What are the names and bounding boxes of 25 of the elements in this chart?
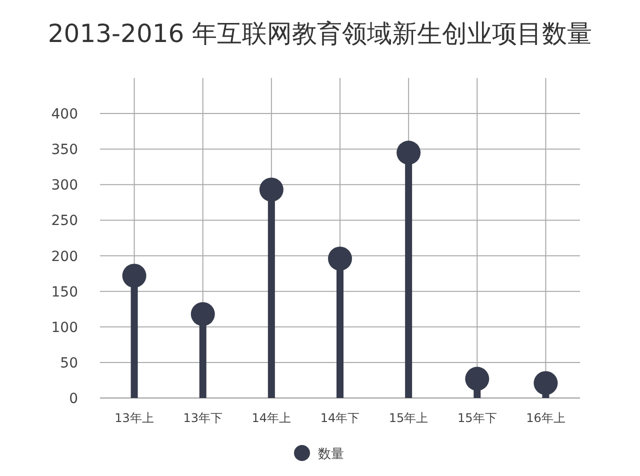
- x-tick-label: 13年上: [114, 411, 154, 425]
- chart-title: 2013-2016 年互联网教育领域新生创业项目数量: [48, 19, 592, 48]
- point: [396, 140, 421, 165]
- point: [122, 264, 146, 288]
- x-tick-label: 15年下: [458, 411, 497, 425]
- x-tick-label: 14年上: [252, 411, 292, 425]
- y-tick-label: 350: [51, 142, 78, 158]
- point: [534, 371, 558, 396]
- x-tick-label: 14年下: [320, 411, 360, 425]
- y-tick-label: 400: [51, 106, 78, 123]
- point: [259, 178, 284, 202]
- point: [328, 246, 352, 271]
- y-tick-label: 0: [69, 391, 78, 407]
- x-tick-label: 15年上: [388, 411, 428, 425]
- y-tick-label: 300: [51, 178, 78, 194]
- x-tick-label: 13年下: [183, 411, 222, 425]
- point: [190, 302, 215, 326]
- point: [465, 366, 490, 391]
- x-tick-label: 16年上: [526, 411, 566, 425]
- y-tick-label: 50: [60, 355, 78, 372]
- y-tick-label: 200: [51, 248, 78, 265]
- legend-label: 数量: [318, 447, 344, 462]
- y-tick-label: 100: [51, 320, 78, 336]
- y-tick-label: 250: [51, 213, 78, 230]
- y-tick-label: 150: [51, 284, 78, 300]
